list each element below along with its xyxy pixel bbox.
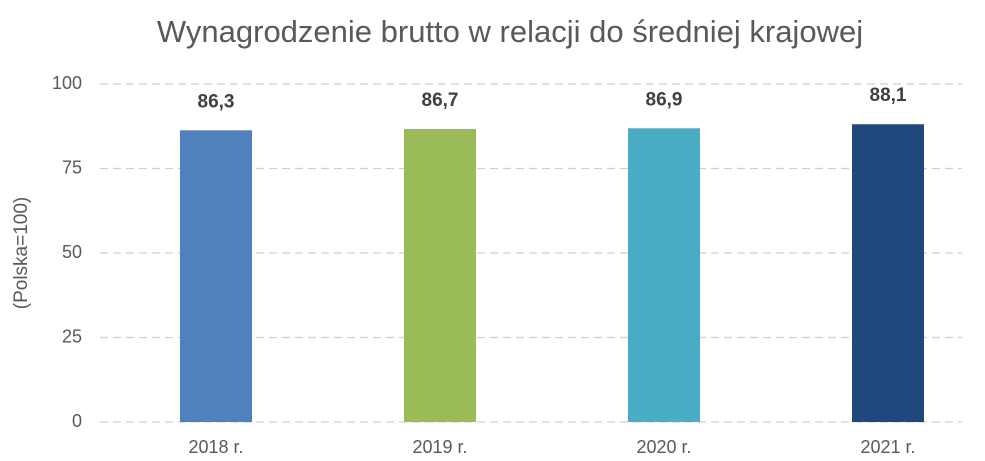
bar: [404, 128, 476, 423]
data-label: 88,1: [870, 85, 907, 106]
y-tick-label: 100: [52, 73, 82, 93]
bar: [628, 128, 700, 422]
y-tick-label: 75: [62, 157, 82, 177]
y-tick-label: 25: [62, 326, 82, 346]
bar: [180, 130, 252, 422]
x-tick-label: 2019 r.: [412, 437, 467, 457]
y-tick-label: 50: [62, 242, 82, 262]
y-axis-label: (Polska=100): [11, 197, 32, 309]
data-label: 86,7: [422, 90, 459, 111]
data-label: 86,9: [646, 89, 683, 110]
bar: [852, 124, 924, 423]
y-tick-label: 0: [72, 411, 82, 431]
x-tick-label: 2020 r.: [636, 437, 691, 457]
chart-title: Wynagrodzenie brutto w relacji do średni…: [157, 14, 863, 49]
x-tick-label: 2018 r.: [188, 437, 243, 457]
x-tick-label: 2021 r.: [860, 437, 915, 457]
data-label: 86,3: [198, 91, 235, 112]
